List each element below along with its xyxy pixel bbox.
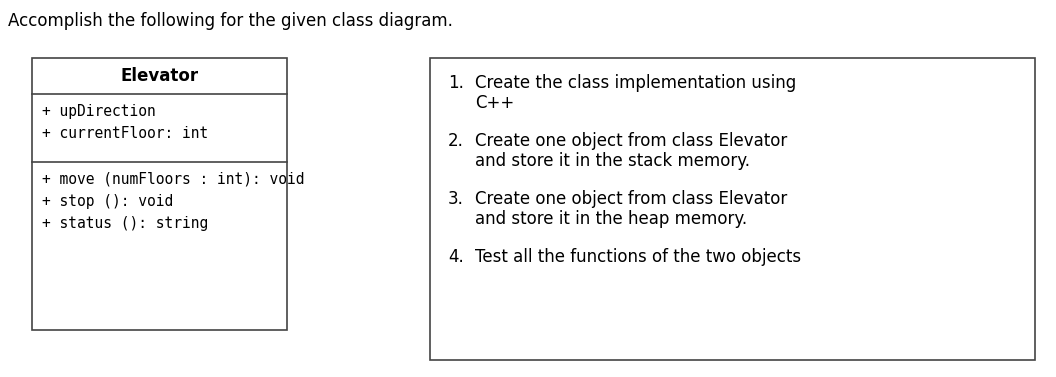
Text: Create the class implementation using: Create the class implementation using: [475, 74, 796, 92]
Text: Accomplish the following for the given class diagram.: Accomplish the following for the given c…: [8, 12, 453, 30]
Bar: [430, 58, 1035, 360]
Text: + move (numFloors : int): void: + move (numFloors : int): void: [42, 172, 304, 187]
Text: Test all the functions of the two objects: Test all the functions of the two object…: [475, 248, 802, 266]
Text: Create one object from class Elevator: Create one object from class Elevator: [475, 132, 788, 150]
Text: 4.: 4.: [448, 248, 464, 266]
Text: 1.: 1.: [448, 74, 464, 92]
Text: Create one object from class Elevator: Create one object from class Elevator: [475, 190, 788, 208]
Text: Elevator: Elevator: [120, 67, 199, 85]
Text: + upDirection: + upDirection: [42, 104, 155, 119]
Text: 3.: 3.: [448, 190, 464, 208]
Text: + status (): string: + status (): string: [42, 216, 208, 231]
Text: C++: C++: [475, 94, 514, 112]
Text: + currentFloor: int: + currentFloor: int: [42, 126, 208, 141]
Text: and store it in the heap memory.: and store it in the heap memory.: [475, 210, 748, 228]
Text: + stop (): void: + stop (): void: [42, 194, 173, 209]
Text: 2.: 2.: [448, 132, 464, 150]
Text: and store it in the stack memory.: and store it in the stack memory.: [475, 152, 750, 170]
Bar: [32, 58, 287, 330]
